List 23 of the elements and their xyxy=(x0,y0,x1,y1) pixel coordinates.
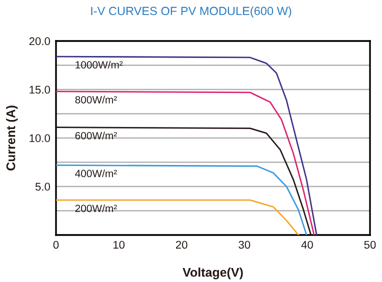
line-series xyxy=(56,199,300,235)
series-label: 1000W/m² xyxy=(76,60,123,69)
x-tick-label: 30 xyxy=(238,240,250,249)
series-label: 200W/m² xyxy=(75,204,117,212)
series-label: 600W/m² xyxy=(75,132,117,140)
x-tick-label: 50 xyxy=(364,240,376,249)
line-series xyxy=(56,90,315,235)
y-tick-label: 10.0 xyxy=(30,134,50,142)
series-label: 400W/m² xyxy=(75,170,117,178)
x-tick-label: 40 xyxy=(301,240,313,249)
line-series xyxy=(56,164,308,235)
line-series xyxy=(56,56,318,235)
y-tick-label: 5.0 xyxy=(35,182,50,191)
line-series xyxy=(56,126,312,235)
x-axis-title: Voltage(V) xyxy=(182,268,243,280)
y-tick-label: 15.0 xyxy=(30,86,50,94)
x-tick-label: 10 xyxy=(113,240,125,249)
y-tick-label: 20.0 xyxy=(29,37,50,46)
series-label: 800W/m² xyxy=(75,96,117,104)
x-tick-label: 0 xyxy=(53,240,59,249)
chart-title: I-V CURVES OF PV MODULE(600 W) xyxy=(91,6,292,18)
x-tick-label: 20 xyxy=(176,240,188,249)
y-axis-title: Current (A) xyxy=(6,106,18,170)
